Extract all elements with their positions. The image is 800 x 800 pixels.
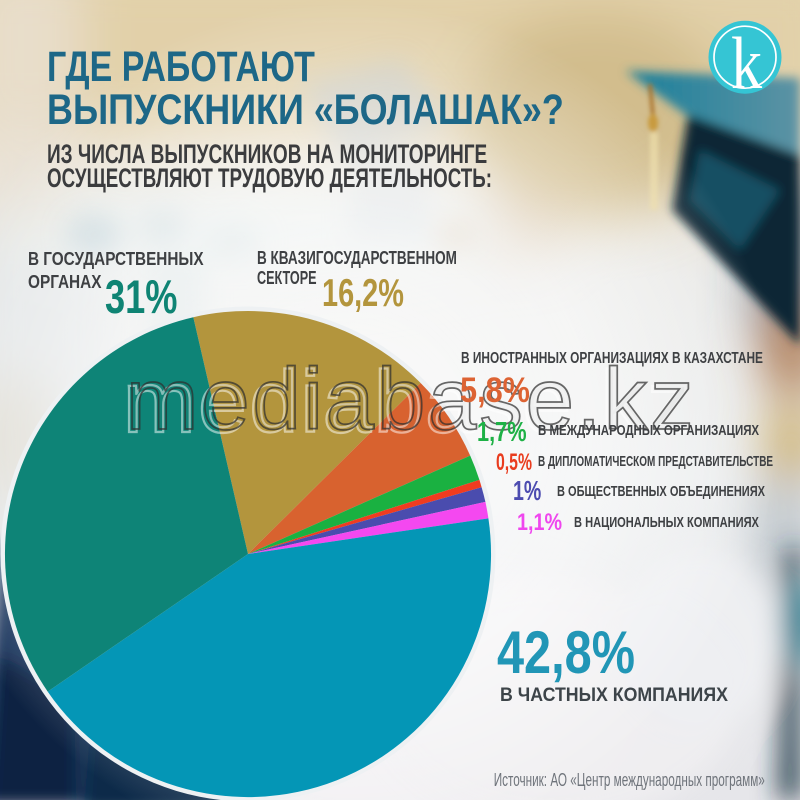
svg-text:k: k — [731, 22, 763, 95]
